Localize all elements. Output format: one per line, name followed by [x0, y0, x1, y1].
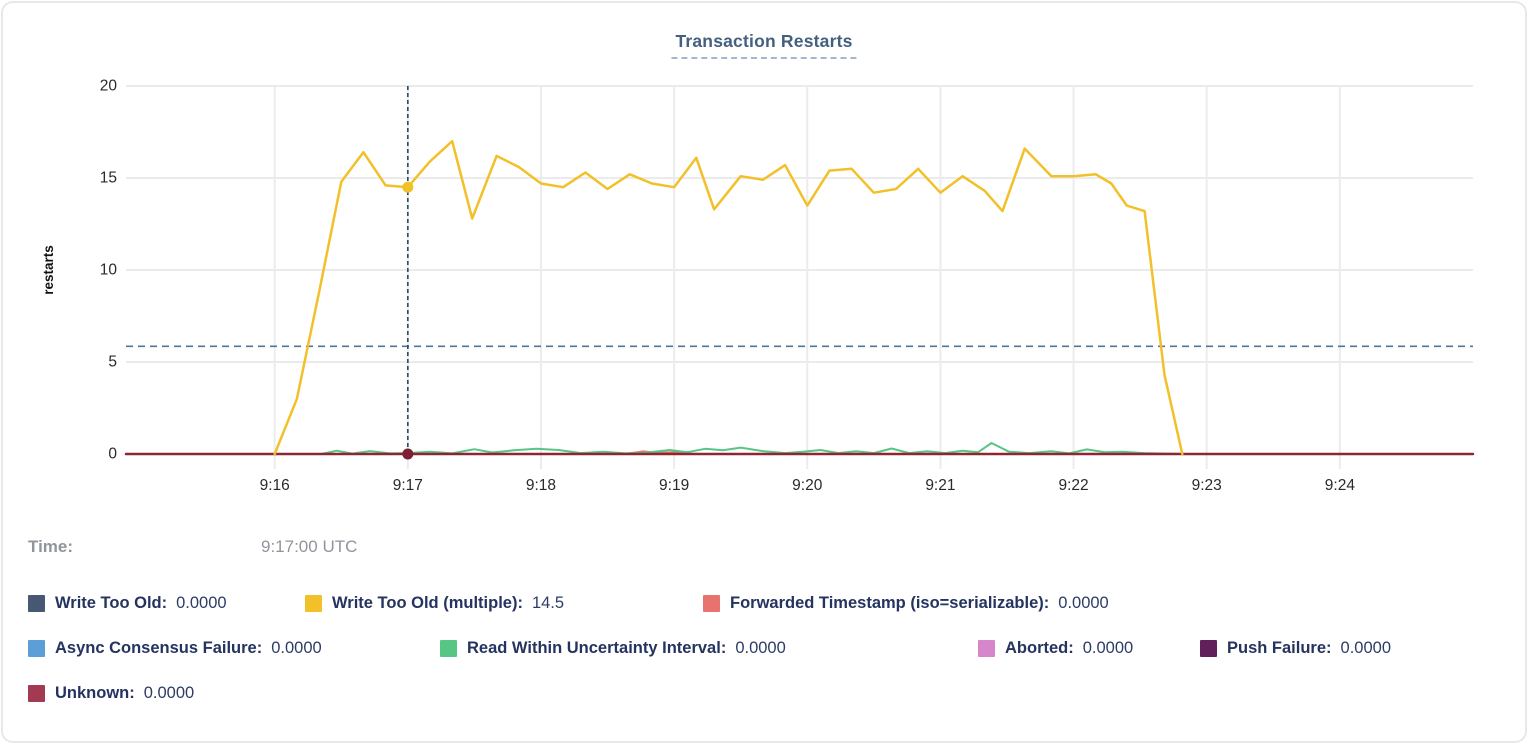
legend-label: Read Within Uncertainty Interval:	[467, 638, 727, 657]
legend-value: 0.0000	[1082, 638, 1134, 657]
tooltip-time-row: Time: 9:17:00 UTC	[28, 537, 357, 557]
x-tick-label: 9:19	[659, 477, 689, 494]
legend-swatch-write-too-old-multiple	[305, 594, 322, 612]
legend-item-unknown: Unknown: 0.0000	[28, 684, 194, 703]
legend-item-write-too-old-multiple: Write Too Old (multiple): 14.5	[305, 594, 703, 613]
y-tick-label: 10	[100, 262, 118, 279]
series-line-read-within-uncertainty-interval	[320, 442, 1184, 455]
crosshair-dot-write-too-old-multiple	[402, 181, 414, 193]
legend-swatch-push-failure	[1200, 639, 1217, 657]
legend-item-push-failure: Push Failure: 0.0000	[1200, 639, 1391, 658]
legend-item-aborted: Aborted: 0.0000	[978, 639, 1200, 658]
y-tick-label: 5	[108, 354, 117, 371]
y-axis-label: restarts	[41, 245, 56, 295]
legend-row: Unknown: 0.0000	[28, 681, 1509, 705]
legend-value: 0.0000	[735, 638, 786, 657]
x-tick-label: 9:22	[1058, 477, 1088, 494]
legend-value: 0.0000	[1058, 593, 1109, 612]
legend-label: Unknown:	[55, 683, 135, 702]
time-label: Time:	[28, 537, 74, 556]
legend-swatch-async-consensus-failure	[28, 639, 45, 657]
chart-legend: Write Too Old: 0.0000 Write Too Old (multi…	[28, 591, 1509, 726]
legend-swatch-read-within-uncertainty-interval	[440, 639, 457, 657]
crosshair-dot-unknown	[402, 448, 414, 460]
legend-swatch-unknown	[28, 684, 45, 702]
legend-label: Forwarded Timestamp (iso=serializable):	[730, 593, 1050, 612]
legend-item-read-within-uncertainty-interval: Read Within Uncertainty Interval: 0.0000	[440, 639, 978, 658]
series-line-write-too-old-multiple	[273, 139, 1184, 456]
legend-value: 0.0000	[143, 683, 195, 702]
legend-swatch-aborted	[978, 639, 995, 657]
x-tick-label: 9:16	[260, 477, 290, 494]
legend-item-write-too-old: Write Too Old: 0.0000	[28, 594, 305, 613]
legend-item-async-consensus-failure: Async Consensus Failure: 0.0000	[28, 639, 440, 658]
legend-label: Aborted:	[1005, 638, 1074, 657]
legend-value: 0.0000	[1340, 638, 1391, 657]
y-tick-label: 0	[108, 446, 117, 463]
legend-label: Async Consensus Failure:	[55, 638, 263, 657]
x-tick-label: 9:20	[792, 477, 823, 494]
x-tick-label: 9:17	[393, 477, 423, 494]
y-tick-label: 20	[100, 78, 118, 95]
legend-value: 0.0000	[176, 593, 227, 612]
chart-title[interactable]: Transaction Restarts	[671, 31, 857, 59]
legend-item-forwarded-timestamp-iso-serializable: Forwarded Timestamp (iso=serializable): 0…	[703, 594, 1109, 613]
transaction-restarts-chart[interactable]: 0 5 10 15 20 9:16 9:17 9:18 9:19 9:20 9:21 9:22 9:23…	[3, 61, 1528, 521]
x-tick-label: 9:23	[1192, 477, 1222, 494]
legend-swatch-write-too-old	[28, 594, 45, 612]
legend-row: Async Consensus Failure: 0.0000 Read Withi…	[28, 636, 1509, 660]
x-tick-label: 9:18	[526, 477, 556, 494]
legend-label: Write Too Old:	[55, 593, 168, 612]
legend-swatch-forwarded-timestamp-iso-serializable	[703, 594, 720, 612]
legend-label: Write Too Old (multiple):	[332, 593, 523, 612]
legend-value: 14.5	[531, 593, 565, 612]
y-tick-label: 15	[100, 170, 117, 187]
legend-value: 0.0000	[271, 638, 322, 657]
x-tick-label: 9:24	[1325, 477, 1356, 494]
legend-label: Push Failure:	[1227, 638, 1332, 657]
time-value: 9:17:00 UTC	[261, 537, 358, 556]
x-tick-label: 9:21	[925, 477, 955, 494]
legend-row: Write Too Old: 0.0000 Write Too Old (multi…	[28, 591, 1509, 615]
